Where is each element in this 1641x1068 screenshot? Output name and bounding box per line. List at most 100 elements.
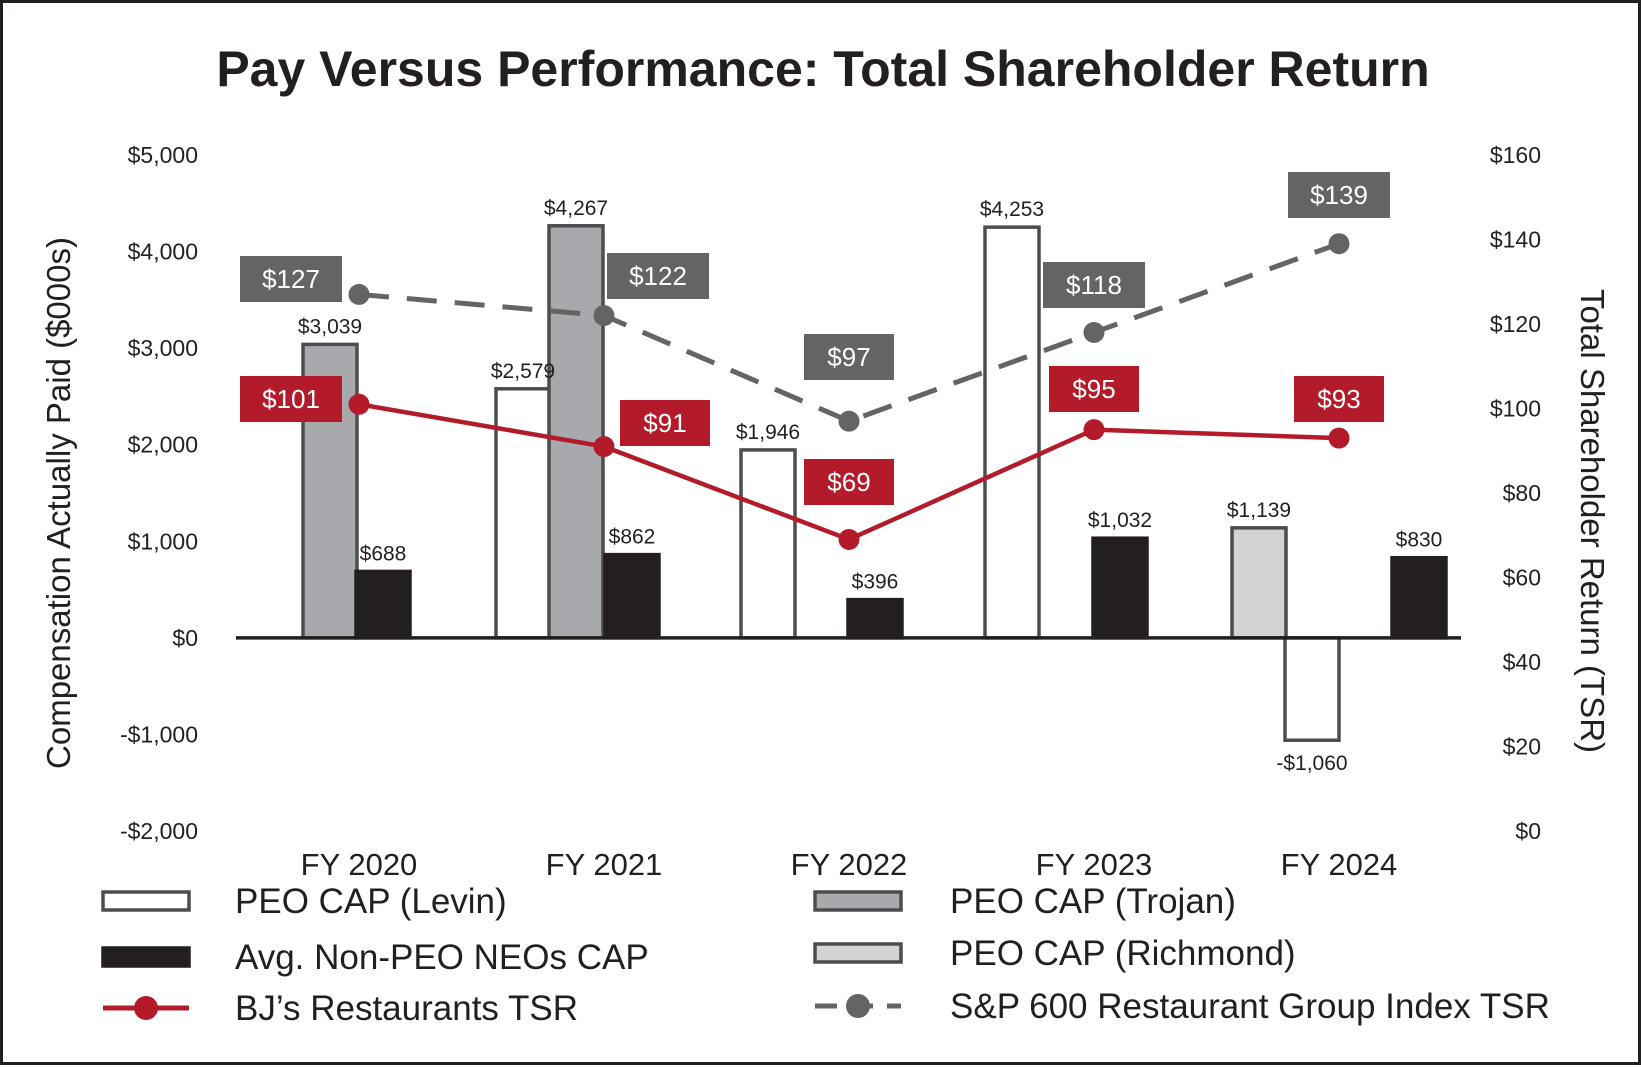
y-right-tick-label: $140 [1490, 227, 1541, 253]
bar-levin [494, 387, 552, 640]
callout-box-bjri [1294, 376, 1384, 422]
y-right-axis-title: Total Shareholder Return (TSR) [1574, 289, 1611, 753]
y-left-tick-label: $5,000 [128, 142, 198, 168]
bar-value-label: $862 [609, 526, 656, 549]
bar-trojan [547, 224, 605, 640]
bar-value-label: $688 [360, 542, 407, 565]
legend-label-sp600: S&P 600 Restaurant Group Index TSR [950, 987, 1550, 1026]
callout-box-bjri [1049, 366, 1139, 412]
callout-label-bjri: $69 [827, 467, 870, 497]
x-tick-label: FY 2022 [791, 847, 908, 882]
bar-value-labels: $2,579 $1,946 $4,253 -$1,060 $3,039 $4,267 $1,… [298, 197, 1442, 775]
callout-label-sp600: $97 [827, 342, 870, 372]
y-right-tick-label: $160 [1490, 142, 1541, 168]
point-bjri [838, 528, 860, 550]
tsr-lines [348, 233, 1350, 550]
x-tick-label: FY 2021 [546, 847, 663, 882]
y-right-tick-label: $20 [1503, 734, 1541, 760]
legend-label-neo: Avg. Non-PEO NEOs CAP [235, 938, 649, 977]
y-right-tick-label: $100 [1490, 396, 1541, 422]
bar-value-label: $1,946 [736, 421, 800, 444]
bar-value-label: $1,139 [1227, 499, 1291, 522]
legend-label-trojan: PEO CAP (Trojan) [950, 882, 1236, 921]
y-left-tick-labels: $5,000 $4,000 $3,000 $2,000 $1,000 $0 -$1,000 -… [120, 142, 198, 844]
x-tick-labels: FY 2020 FY 2021 FY 2022 FY 2023 FY 2024 [301, 847, 1398, 882]
bar-value-label: $396 [852, 571, 899, 594]
chart-canvas: Pay Versus Performance: Total Shareholde… [40, 41, 1611, 1028]
bar-value-label: $830 [1396, 529, 1443, 552]
x-tick-label: FY 2020 [301, 847, 418, 882]
x-tick-label: FY 2024 [1281, 847, 1398, 882]
bar-value-label: $3,039 [298, 315, 362, 338]
y-right-tick-labels: $160 $140 $120 $100 $80 $60 $40 $20 $0 [1490, 142, 1541, 844]
bar-richmond [1230, 526, 1288, 640]
callout-box-bjri [804, 459, 894, 505]
y-left-axis-title: Compensation Actually Paid ($000s) [40, 237, 77, 769]
callout-box-sp600 [607, 253, 709, 299]
legend-swatch-trojan [813, 890, 903, 912]
legend-swatch-levin [101, 890, 191, 912]
line-sp600 [358, 241, 1340, 424]
point-sp600 [838, 410, 860, 432]
legend-swatch-richmond [813, 942, 903, 964]
callout-box-sp600 [804, 334, 894, 380]
bar-value-label: $1,032 [1088, 509, 1152, 532]
point-bjri [1328, 427, 1350, 449]
bar-neo [1091, 536, 1149, 640]
callout-box-sp600 [240, 256, 342, 302]
point-sp600 [1328, 233, 1350, 255]
y-left-tick-label: -$2,000 [120, 818, 198, 844]
callout-box-bjri [620, 400, 710, 446]
y-left-tick-label: $1,000 [128, 528, 198, 554]
y-left-tick-label: -$1,000 [120, 721, 198, 747]
callout-label-bjri: $93 [1317, 384, 1360, 414]
callout-box-sp600 [1288, 172, 1390, 218]
legend-label-levin: PEO CAP (Levin) [235, 882, 507, 921]
point-bjri [593, 436, 615, 458]
legend-label-richmond: PEO CAP (Richmond) [950, 934, 1296, 973]
callout-label-sp600: $139 [1310, 180, 1368, 210]
callout-box-sp600 [1043, 262, 1145, 308]
bar-neo [354, 569, 412, 640]
callout-label-sp600: $127 [262, 264, 320, 294]
point-sp600 [593, 305, 615, 327]
callout-label-sp600: $122 [629, 261, 687, 291]
bar-value-label: $2,579 [491, 360, 555, 383]
bar-neo [1390, 555, 1448, 640]
y-right-tick-label: $0 [1515, 818, 1541, 844]
legend-label-bjri: BJ’s Restaurants TSR [235, 989, 578, 1028]
legend-marker-sp600 [846, 994, 870, 1018]
callout-label-bjri: $91 [643, 408, 686, 438]
callout-box-bjri [240, 376, 342, 422]
y-right-tick-label: $60 [1503, 565, 1541, 591]
y-right-tick-label: $80 [1503, 480, 1541, 506]
bar-levin [983, 225, 1041, 640]
y-left-tick-label: $0 [172, 625, 198, 651]
y-right-tick-label: $120 [1490, 311, 1541, 337]
y-left-tick-label: $2,000 [128, 432, 198, 458]
point-bjri [1083, 419, 1105, 441]
bar-levin [739, 448, 797, 640]
point-bjri [348, 393, 370, 415]
callout-label-bjri: $101 [262, 384, 320, 414]
callout-label-bjri: $95 [1072, 374, 1115, 404]
tsr-callouts: $101 $91 $69 $95 $93 $127 $122 $97 $118 $139 [240, 172, 1390, 505]
bar-neo [846, 597, 904, 640]
point-sp600 [1083, 321, 1105, 343]
y-left-tick-label: $4,000 [128, 239, 198, 265]
bar-value-label: $4,267 [544, 197, 608, 220]
bar-neo [603, 552, 661, 640]
y-left-tick-label: $3,000 [128, 335, 198, 361]
legend-marker-bjri [134, 996, 158, 1020]
legend-swatch-neo [101, 946, 191, 968]
bar-levin [1283, 636, 1341, 742]
x-tick-label: FY 2023 [1036, 847, 1153, 882]
chart-title: Pay Versus Performance: Total Shareholde… [216, 41, 1429, 97]
y-right-tick-label: $40 [1503, 649, 1541, 675]
bar-value-label: -$1,060 [1276, 752, 1347, 775]
callout-label-sp600: $118 [1066, 270, 1122, 300]
point-sp600 [348, 283, 370, 305]
bar-value-label: $4,253 [980, 198, 1044, 221]
legend: PEO CAP (Levin) PEO CAP (Trojan) Avg. Non-… [101, 882, 1550, 1028]
